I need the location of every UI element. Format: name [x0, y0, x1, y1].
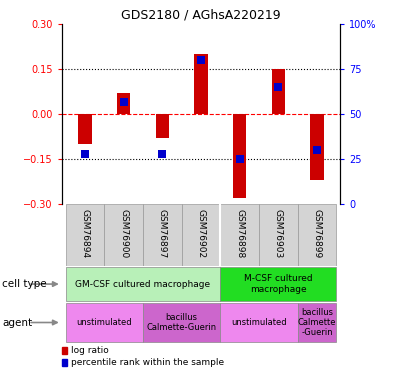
Bar [143, 303, 220, 342]
Bar [143, 204, 181, 266]
Text: log ratio: log ratio [71, 346, 108, 355]
Bar [259, 204, 298, 266]
Bar [220, 267, 336, 301]
Point [314, 147, 320, 153]
Text: GSM76903: GSM76903 [274, 209, 283, 259]
Bar [78, 114, 92, 144]
Point [275, 84, 281, 90]
Bar [298, 204, 336, 266]
Point [82, 151, 88, 157]
Text: GSM76897: GSM76897 [158, 209, 167, 259]
Bar [298, 303, 336, 342]
Text: GSM76894: GSM76894 [80, 209, 90, 258]
Bar [156, 114, 169, 138]
Bar [271, 69, 285, 114]
Text: percentile rank within the sample: percentile rank within the sample [71, 358, 224, 367]
Text: cell type: cell type [2, 279, 47, 289]
Bar [310, 114, 324, 180]
Bar [194, 54, 208, 114]
Text: unstimulated: unstimulated [76, 318, 132, 327]
Text: unstimulated: unstimulated [231, 318, 287, 327]
Text: GSM76899: GSM76899 [312, 209, 322, 259]
Bar [220, 303, 298, 342]
Bar [233, 114, 246, 198]
Point [236, 156, 243, 162]
Text: GM-CSF cultured macrophage: GM-CSF cultured macrophage [75, 280, 211, 289]
Bar [66, 303, 143, 342]
Text: bacillus
Calmette-Guerin: bacillus Calmette-Guerin [146, 313, 217, 332]
Title: GDS2180 / AGhsA220219: GDS2180 / AGhsA220219 [121, 9, 281, 22]
Bar [220, 204, 259, 266]
Bar [104, 204, 143, 266]
Text: agent: agent [2, 318, 32, 327]
Bar [181, 204, 220, 266]
Bar [66, 267, 220, 301]
Text: GSM76898: GSM76898 [235, 209, 244, 259]
Text: GSM76900: GSM76900 [119, 209, 128, 259]
Point [159, 151, 166, 157]
Point [198, 57, 204, 63]
Text: GSM76902: GSM76902 [197, 209, 205, 258]
Text: bacillus
Calmette
-Guerin: bacillus Calmette -Guerin [298, 308, 336, 338]
Bar [117, 93, 131, 114]
Bar [66, 204, 104, 266]
Text: M-CSF cultured
macrophage: M-CSF cultured macrophage [244, 274, 313, 294]
Point [121, 99, 127, 105]
